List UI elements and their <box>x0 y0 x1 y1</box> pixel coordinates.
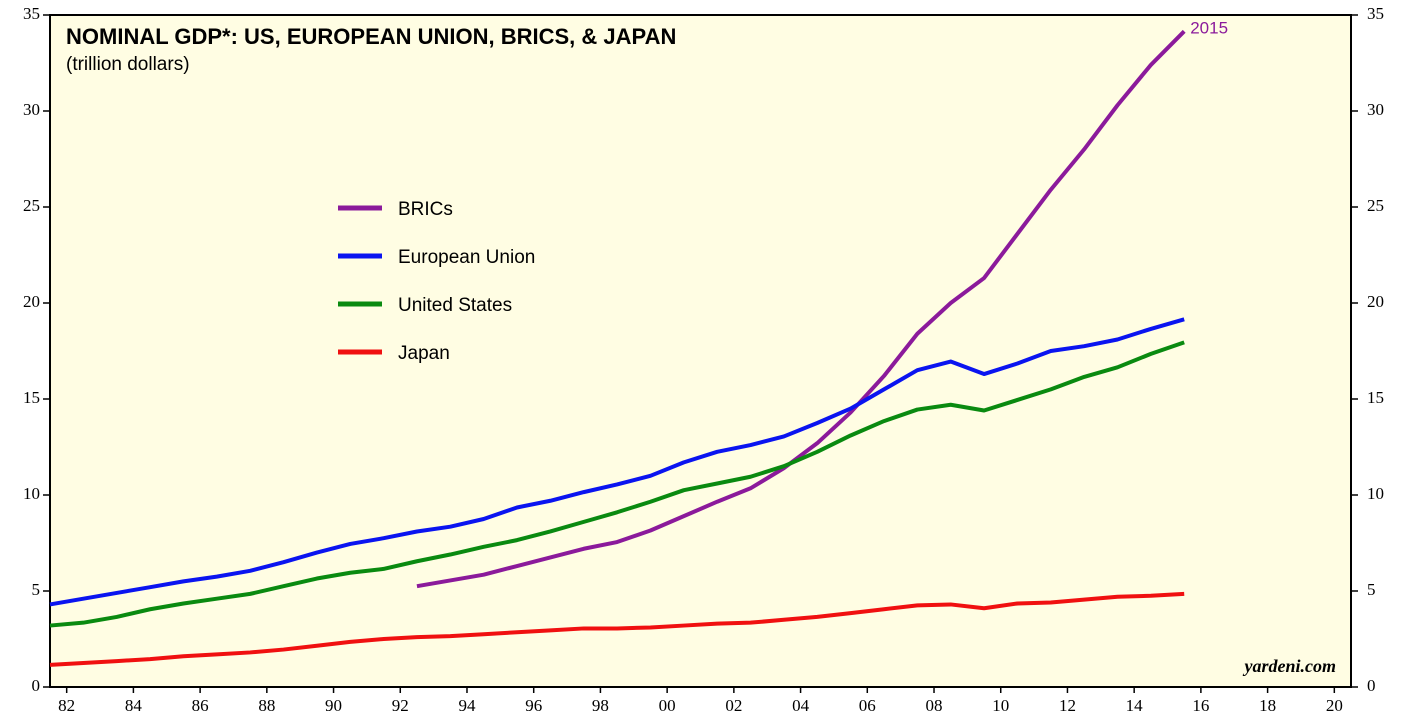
x-tick-label: 96 <box>525 696 542 715</box>
x-tick-label: 86 <box>192 696 209 715</box>
y2-tick-label: 15 <box>1367 388 1384 407</box>
x-tick-label: 06 <box>859 696 876 715</box>
x-tick-label: 82 <box>58 696 75 715</box>
x-tick-label: 10 <box>992 696 1009 715</box>
x-tick-label: 84 <box>125 696 143 715</box>
x-tick-label: 88 <box>258 696 275 715</box>
y-tick-label: 20 <box>23 292 40 311</box>
x-tick-label: 12 <box>1059 696 1076 715</box>
legend-label: BRICs <box>398 199 453 220</box>
series-line <box>49 317 1185 607</box>
x-tick-label: 20 <box>1326 696 1343 715</box>
y-tick-label: 5 <box>32 580 41 599</box>
legend-label: United States <box>398 295 512 316</box>
y2-tick-label: 35 <box>1367 4 1384 23</box>
x-tick-label: 18 <box>1259 696 1276 715</box>
y-tick-label: 25 <box>23 196 40 215</box>
x-tick-label: 02 <box>725 696 742 715</box>
y2-tick-label: 30 <box>1367 100 1384 119</box>
plot-area <box>49 14 1352 688</box>
x-tick-label: 00 <box>659 696 676 715</box>
y2-tick-label: 5 <box>1367 580 1376 599</box>
y2-tick-label: 20 <box>1367 292 1384 311</box>
chart-subtitle: (trillion dollars) <box>66 54 190 75</box>
x-tick-label: 92 <box>392 696 409 715</box>
source: yardeni.com <box>1243 656 1337 676</box>
y-tick-label: 10 <box>23 484 40 503</box>
annotation: 2015 <box>1190 18 1228 37</box>
y-tick-label: 0 <box>32 676 41 695</box>
x-tick-label: 04 <box>792 696 810 715</box>
legend-label: Japan <box>398 343 450 364</box>
x-tick-label: 08 <box>926 696 943 715</box>
legend-label: European Union <box>398 247 535 268</box>
x-tick-label: 90 <box>325 696 342 715</box>
y2-tick-label: 25 <box>1367 196 1384 215</box>
y-tick-label: 30 <box>23 100 40 119</box>
x-tick-label: 14 <box>1126 696 1144 715</box>
x-tick-label: 16 <box>1192 696 1209 715</box>
x-tick-label: 94 <box>458 696 476 715</box>
y2-tick-label: 0 <box>1367 676 1376 695</box>
series-line <box>49 340 1185 628</box>
x-tick-label: 98 <box>592 696 609 715</box>
y2-tick-label: 10 <box>1367 484 1384 503</box>
y-tick-label: 35 <box>23 4 40 23</box>
y-tick-label: 15 <box>23 388 40 407</box>
series-line <box>49 591 1185 667</box>
series-line <box>416 29 1186 589</box>
chart-title: NOMINAL GDP*: US, EUROPEAN UNION, BRICS,… <box>66 24 676 49</box>
